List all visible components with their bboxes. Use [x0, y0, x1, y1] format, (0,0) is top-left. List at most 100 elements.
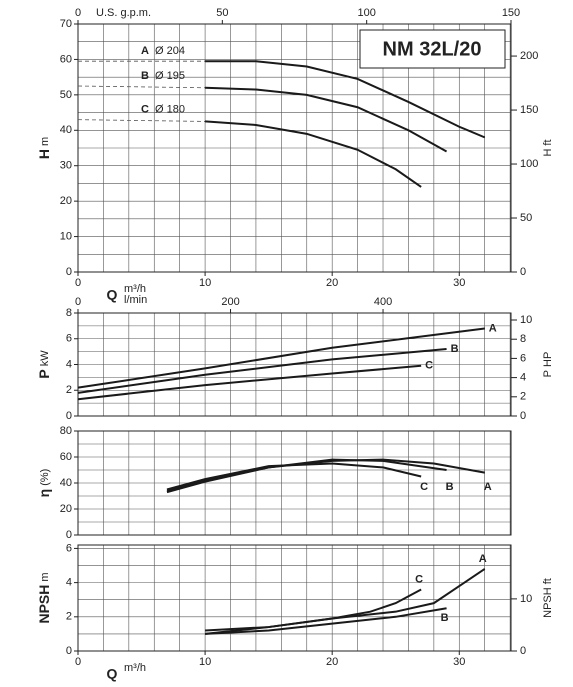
- y-unit: m: [39, 137, 51, 146]
- y-tick-label: 2: [66, 611, 72, 623]
- y2-tick-label: 4: [520, 372, 526, 384]
- series-name: A: [479, 553, 487, 565]
- y2-tick-label: 0: [520, 645, 526, 657]
- y-unit: (%): [39, 469, 51, 486]
- series-name: C: [425, 360, 433, 372]
- x2-tick-label: 0: [75, 7, 81, 19]
- x-tick-label: 10: [199, 277, 211, 289]
- curve: [166, 458, 485, 494]
- series-name: A: [489, 322, 497, 334]
- x-tick-label: 0: [75, 656, 81, 668]
- y2-tick-label: 150: [520, 104, 538, 116]
- x-tick-label: 30: [453, 656, 465, 668]
- title-box: [359, 29, 506, 69]
- y2-label: P: [542, 370, 554, 377]
- series-name: B: [446, 481, 454, 493]
- series-name: B: [451, 343, 459, 355]
- curve: [166, 462, 422, 491]
- x-tick-label: 10: [199, 656, 211, 668]
- series-name: B: [141, 70, 149, 82]
- chart-title: NM 32L/20: [383, 38, 482, 60]
- y2-unit: ft: [542, 578, 554, 584]
- curve: [77, 85, 206, 89]
- curve: [205, 607, 447, 635]
- y-label: NPSH: [36, 585, 52, 624]
- y-tick-label: 60: [60, 53, 72, 65]
- y-tick-label: 8: [66, 307, 72, 319]
- curve: [204, 588, 422, 635]
- y2-axis-label: Hft: [542, 139, 554, 156]
- y-tick-label: 0: [66, 410, 72, 422]
- y2-unit: HP: [542, 352, 554, 367]
- series-diameter: Ø 195: [155, 70, 185, 82]
- y-tick-label: 2: [66, 384, 72, 396]
- series-name: A: [484, 481, 492, 493]
- series-diameter: Ø 180: [155, 104, 185, 116]
- series-name: A: [141, 45, 149, 57]
- x-tick-label: 0: [75, 277, 81, 289]
- y-tick-label: 6: [66, 333, 72, 345]
- y-tick-label: 60: [60, 451, 72, 463]
- y2-label: H: [542, 149, 554, 157]
- y2-tick-label: 200: [520, 50, 538, 62]
- y2-tick-label: 100: [520, 158, 538, 170]
- x-axis-unit: m³/h: [124, 283, 146, 295]
- x-axis-label: Q: [107, 287, 118, 303]
- y-label: η: [36, 489, 52, 498]
- y-axis-label: Hm: [36, 137, 52, 159]
- y-tick-label: 0: [66, 645, 72, 657]
- y2-axis-label: P HP: [542, 352, 554, 378]
- y2-tick-label: 2: [520, 391, 526, 403]
- y-tick-label: 20: [60, 503, 72, 515]
- y-tick-label: 10: [60, 230, 72, 242]
- curve: [77, 327, 485, 389]
- x2-tick-label: 100: [357, 7, 375, 19]
- x-tick-label: 30: [453, 277, 465, 289]
- curve: [205, 86, 448, 153]
- y-tick-label: 40: [60, 124, 72, 136]
- y2-tick-label: 50: [520, 212, 532, 224]
- y-axis-label: NPSH m: [36, 572, 52, 623]
- y-tick-label: 0: [66, 266, 72, 278]
- x2-axis-label: l/min: [124, 294, 147, 306]
- y-tick-label: 40: [60, 477, 72, 489]
- y-label: P: [36, 369, 52, 378]
- y-axis-label: PkW: [36, 350, 52, 379]
- x2-tick-label: 400: [374, 296, 392, 308]
- y-tick-label: 0: [66, 529, 72, 541]
- plot-frame: [77, 544, 512, 652]
- series-name: C: [420, 481, 428, 493]
- x2-tick-label: 200: [221, 296, 239, 308]
- plot-frame: [77, 23, 512, 273]
- x2-axis-label: U.S. g.p.m.: [96, 7, 151, 19]
- y-label: H: [36, 149, 52, 159]
- y2-tick-label: 10: [520, 593, 532, 605]
- x2-tick-label: 50: [216, 7, 228, 19]
- y-tick-label: 80: [60, 425, 72, 437]
- series-name: C: [141, 104, 149, 116]
- curve: [77, 364, 422, 401]
- y-tick-label: 50: [60, 89, 72, 101]
- y2-tick-label: 10: [520, 314, 532, 326]
- y2-tick-label: 0: [520, 266, 526, 278]
- y2-axis-label: NPSH ft: [542, 578, 554, 618]
- y-tick-label: 20: [60, 195, 72, 207]
- y2-unit: ft: [542, 139, 554, 145]
- x-axis-label: Q: [107, 666, 118, 682]
- series-name: B: [441, 612, 449, 624]
- x-tick-label: 20: [326, 277, 338, 289]
- y2-tick-label: 8: [520, 333, 526, 345]
- y-unit: kW: [39, 350, 51, 367]
- series-name: C: [415, 573, 423, 585]
- x-tick-label: 20: [326, 656, 338, 668]
- y2-tick-label: 6: [520, 352, 526, 364]
- y2-tick-label: 0: [520, 410, 526, 422]
- curve: [166, 458, 447, 492]
- curve: [205, 120, 422, 188]
- y-tick-label: 70: [60, 18, 72, 30]
- x2-tick-label: 150: [502, 7, 520, 19]
- y-tick-label: 4: [66, 358, 72, 370]
- x2-tick-label: 0: [75, 296, 81, 308]
- y-tick-label: 30: [60, 160, 72, 172]
